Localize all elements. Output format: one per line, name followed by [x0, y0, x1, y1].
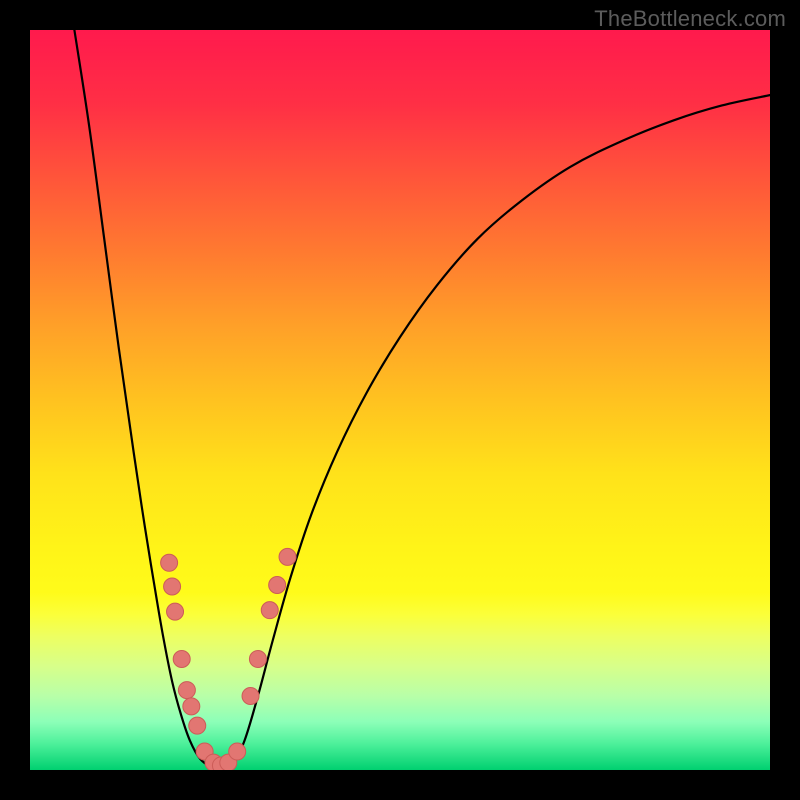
marker-dot	[279, 548, 296, 565]
bottleneck-chart	[30, 30, 770, 770]
marker-dot	[269, 577, 286, 594]
marker-dot	[183, 698, 200, 715]
marker-dot	[167, 603, 184, 620]
marker-dot	[242, 688, 259, 705]
plot-area	[30, 30, 770, 770]
marker-dot	[161, 554, 178, 571]
marker-dot	[249, 651, 266, 668]
marker-dot	[189, 717, 206, 734]
marker-dot	[261, 602, 278, 619]
marker-dot	[178, 682, 195, 699]
marker-dot	[164, 578, 181, 595]
gradient-background	[30, 30, 770, 770]
chart-root: TheBottleneck.com	[0, 0, 800, 800]
watermark-text: TheBottleneck.com	[594, 6, 786, 32]
marker-dot	[229, 743, 246, 760]
marker-dot	[173, 651, 190, 668]
